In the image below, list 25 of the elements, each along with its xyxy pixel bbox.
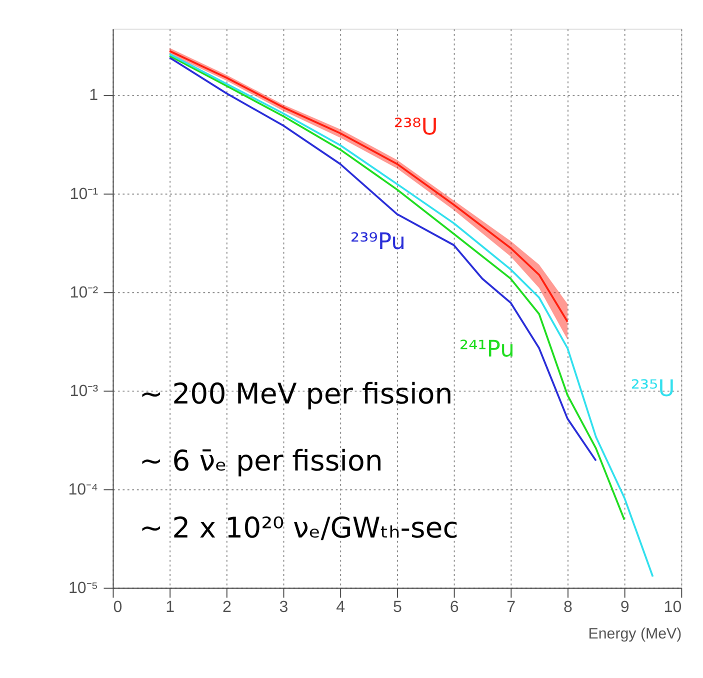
x-axis-title: Energy (MeV) xyxy=(588,625,682,642)
y-tick-label: 10⁻⁴ xyxy=(68,480,98,498)
x-tick-label: 0 xyxy=(113,598,122,616)
x-tick-label: 5 xyxy=(392,598,402,616)
x-tick-label: 1 xyxy=(166,598,175,616)
x-tick-label: 10 xyxy=(664,598,682,616)
x-tick-label: 4 xyxy=(336,598,346,616)
x-tick-label: 3 xyxy=(279,598,288,616)
y-tick-label: 10⁻³ xyxy=(70,382,99,400)
y-tick-label: 10⁻¹ xyxy=(70,184,98,203)
series-label: ²⁴¹Pu xyxy=(459,336,514,362)
x-tick-label: 7 xyxy=(506,598,516,616)
x-tick-label: 8 xyxy=(564,598,573,616)
x-tick-label: 9 xyxy=(620,598,630,616)
series-label: ²³⁸U xyxy=(394,114,438,141)
x-tick-label: 2 xyxy=(222,598,232,616)
y-tick-label: 10⁻² xyxy=(70,283,99,302)
x-tick-label: 6 xyxy=(450,598,459,616)
y-tick-label: 1 xyxy=(89,86,98,104)
annotation: ~ 200 MeV per fission xyxy=(139,377,453,410)
annotation: ~ 6 ν̄ₑ per fission xyxy=(139,444,383,478)
y-tick-label: 10⁻⁵ xyxy=(68,578,98,597)
annotation: ~ 2 x 10²⁰ νₑ/GWₜₕ-sec xyxy=(139,512,458,545)
series-label: ²³⁵U xyxy=(630,376,675,402)
series-label: ²³⁹Pu xyxy=(350,229,406,256)
